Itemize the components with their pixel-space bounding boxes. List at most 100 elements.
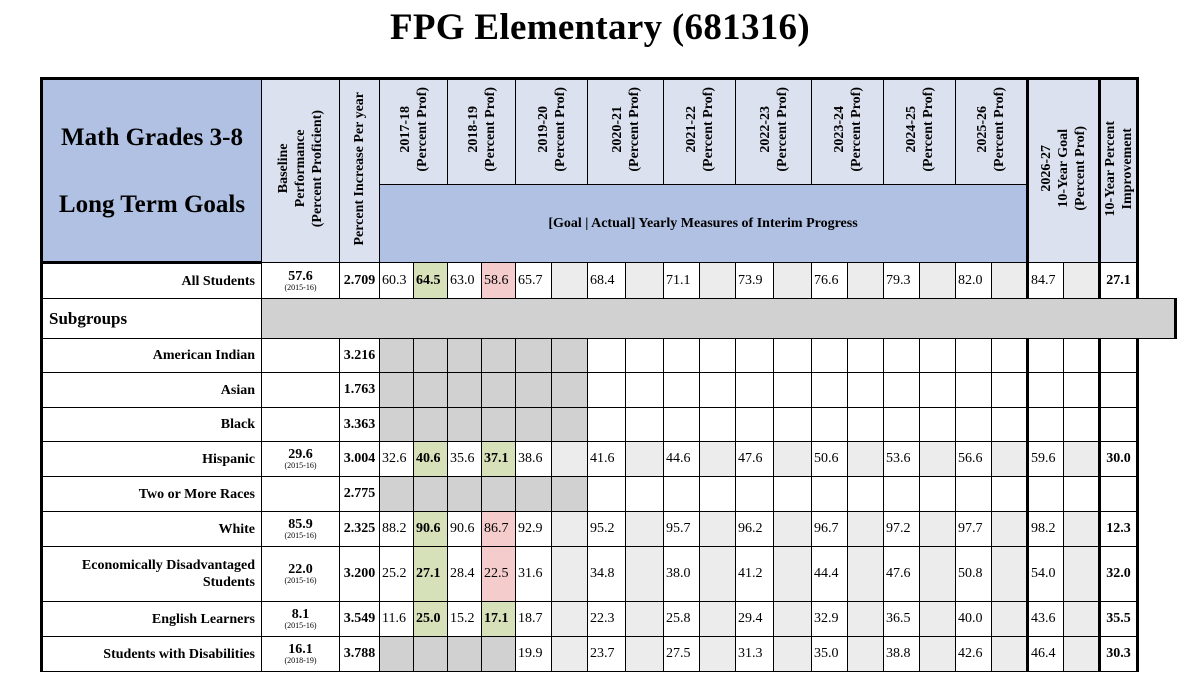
value-cell <box>1063 511 1100 547</box>
value-cell <box>663 476 700 512</box>
value-cell <box>955 476 992 512</box>
value-cell <box>991 546 1028 602</box>
value-cell <box>551 407 588 442</box>
improvement-cell <box>1098 476 1139 512</box>
value-cell <box>1063 372 1100 408</box>
value-cell <box>699 601 736 637</box>
value-cell <box>847 601 884 637</box>
value-cell <box>919 407 956 442</box>
value-cell <box>587 338 626 373</box>
increase-cell: 2.775 <box>339 476 380 512</box>
value-cell <box>773 262 812 299</box>
row-label: All Students <box>40 262 262 299</box>
value-cell <box>551 441 588 477</box>
value-cell <box>625 338 664 373</box>
value-cell <box>699 262 736 299</box>
baseline-header: Baseline Performance (Percent Proficient… <box>261 77 340 263</box>
value-cell <box>883 476 920 512</box>
row-label: English Learners <box>40 601 262 637</box>
value-cell <box>625 636 664 672</box>
value-cell: 92.9 <box>515 511 552 547</box>
value-cell <box>379 636 414 672</box>
increase-cell: 3.363 <box>339 407 380 442</box>
value-cell <box>699 636 736 672</box>
value-cell <box>735 338 774 373</box>
value-cell: 35.0 <box>811 636 848 672</box>
value-cell: 53.6 <box>883 441 920 477</box>
baseline-year: (2015-16) <box>284 282 317 292</box>
value-cell: 95.7 <box>663 511 700 547</box>
value-cell <box>847 511 884 547</box>
value-cell: 44.4 <box>811 546 848 602</box>
value-cell <box>919 511 956 547</box>
value-cell <box>773 476 812 512</box>
improvement-cell: 27.1 <box>1098 262 1139 299</box>
value-cell: 46.4 <box>1026 636 1064 672</box>
value-cell <box>551 372 588 408</box>
baseline-cell <box>261 407 340 442</box>
value-cell: 63.0 <box>447 262 482 299</box>
baseline-cell: 57.6 (2015-16) <box>261 262 340 299</box>
value-cell <box>1026 372 1064 408</box>
value-cell <box>625 476 664 512</box>
baseline-cell <box>261 476 340 512</box>
value-cell <box>447 338 482 373</box>
value-cell: 40.6 <box>413 441 448 477</box>
improvement-cell: 35.5 <box>1098 601 1139 637</box>
baseline-value: 57.6 <box>288 268 313 284</box>
value-cell: 27.5 <box>663 636 700 672</box>
value-cell <box>991 441 1028 477</box>
value-cell <box>883 338 920 373</box>
year-header: 2019-20 (Percent Prof) <box>515 77 588 185</box>
subgroups-label: Subgroups <box>40 298 262 339</box>
year-header: 2022-23 (Percent Prof) <box>735 77 812 185</box>
improvement-cell: 30.0 <box>1098 441 1139 477</box>
value-cell <box>663 338 700 373</box>
increase-cell: 3.200 <box>339 546 380 602</box>
value-cell: 50.6 <box>811 441 848 477</box>
value-cell <box>699 407 736 442</box>
value-cell <box>919 476 956 512</box>
value-cell <box>699 511 736 547</box>
value-cell: 95.2 <box>587 511 626 547</box>
value-cell <box>379 476 414 512</box>
row-label: Hispanic <box>40 441 262 477</box>
value-cell: 31.6 <box>515 546 552 602</box>
value-cell <box>773 636 812 672</box>
value-cell: 25.0 <box>413 601 448 637</box>
value-cell: 96.7 <box>811 511 848 547</box>
value-cell <box>515 476 552 512</box>
value-cell <box>625 601 664 637</box>
all-students-row: All Students 57.6 (2015-16) 2.709 60.3 64.5 63… <box>40 262 1200 299</box>
value-cell: 15.2 <box>447 601 482 637</box>
value-cell <box>551 601 588 637</box>
page-title: FPG Elementary (681316) <box>390 7 810 48</box>
value-cell <box>883 407 920 442</box>
value-cell: 19.9 <box>515 636 552 672</box>
value-cell: 44.6 <box>663 441 700 477</box>
value-cell <box>515 372 552 408</box>
value-cell: 98.2 <box>1026 511 1064 547</box>
baseline-cell: 22.0 (2015-16) <box>261 546 340 602</box>
value-cell: 32.6 <box>379 441 414 477</box>
value-cell <box>481 636 516 672</box>
subgroup-row: White 85.9 (2015-16) 2.325 88.2 90.6 90.6 86.7 9… <box>40 511 1200 547</box>
value-cell: 90.6 <box>447 511 482 547</box>
subgroup-row: Two or More Races 2.775 <box>40 476 1200 512</box>
value-cell <box>447 476 482 512</box>
value-cell: 50.8 <box>955 546 992 602</box>
value-cell: 56.6 <box>955 441 992 477</box>
baseline-value: 29.6 <box>288 447 313 462</box>
baseline-cell: 29.6 (2015-16) <box>261 441 340 477</box>
value-cell: 73.9 <box>735 262 774 299</box>
value-cell <box>773 546 812 602</box>
value-cell <box>811 372 848 408</box>
value-cell <box>515 338 552 373</box>
value-cell: 59.6 <box>1026 441 1064 477</box>
value-cell <box>991 636 1028 672</box>
increase-cell: 3.216 <box>339 338 380 373</box>
long-term-goals-title: Long Term Goals <box>58 190 246 218</box>
value-cell <box>1063 441 1100 477</box>
value-cell: 54.0 <box>1026 546 1064 602</box>
improvement-cell <box>1098 372 1139 408</box>
